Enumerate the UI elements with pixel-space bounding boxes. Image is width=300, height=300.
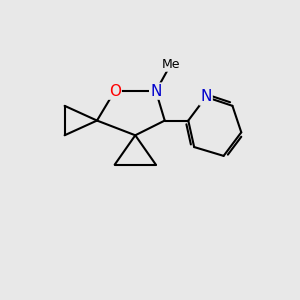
Text: N: N bbox=[200, 89, 211, 104]
Text: N: N bbox=[150, 84, 162, 99]
Text: Me: Me bbox=[161, 58, 180, 71]
Text: O: O bbox=[109, 84, 121, 99]
